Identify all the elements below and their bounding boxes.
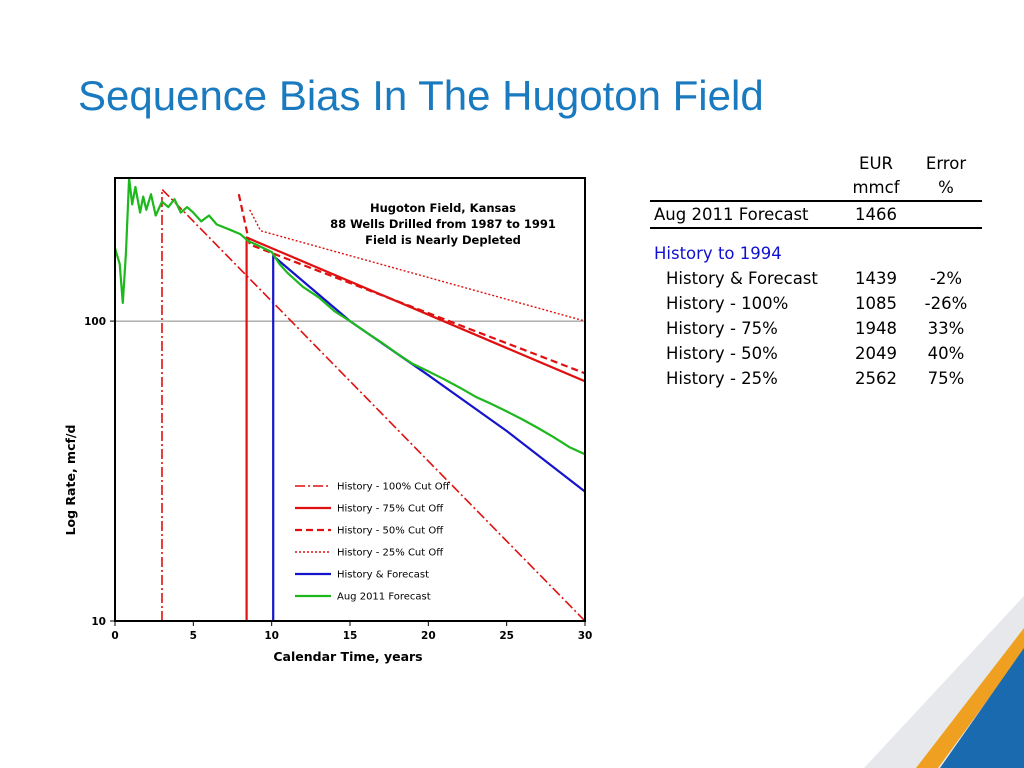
x-tick-label: 30: [578, 630, 593, 642]
table-row: History - 75% 1948 33%: [650, 316, 982, 341]
row-error: 75%: [927, 369, 965, 388]
row-label: History - 50%: [666, 344, 778, 363]
legend-label: History - 100% Cut Off: [337, 482, 451, 493]
x-tick-label: 20: [421, 630, 436, 642]
table-row: History - 50% 2049 40%: [650, 341, 982, 366]
legend-label: History & Forecast: [337, 570, 429, 581]
section-history-to-1994: History to 1994: [650, 241, 982, 266]
chart-title-line-1: Hugoton Field, Kansas: [370, 201, 516, 215]
chart-title-line-3: Field is Nearly Depleted: [365, 233, 521, 247]
chart-title-line-2: 88 Wells Drilled from 1987 to 1991: [330, 217, 556, 231]
x-tick-label: 15: [343, 630, 358, 642]
table-row-aug-2011: Aug 2011 Forecast 1466: [650, 202, 982, 227]
series-line: [161, 188, 586, 622]
x-tick-label: 0: [111, 630, 118, 642]
corner-decoration: [864, 596, 1024, 768]
table-header-row-1: EUR Error: [650, 152, 982, 176]
eur-table: EUR Error mmcf % Aug 2011 Forecast 1466 …: [650, 152, 982, 391]
row-eur: 1948: [855, 319, 897, 338]
eur-header: EUR: [859, 154, 893, 173]
x-tick-label: 5: [190, 630, 197, 642]
legend-label: History - 50% Cut Off: [337, 526, 444, 537]
slide-title: Sequence Bias In The Hugoton Field: [78, 72, 764, 119]
header-rule: [650, 200, 982, 202]
row-label: History - 75%: [666, 319, 778, 338]
row-error: 33%: [927, 319, 965, 338]
row-label: History - 25%: [666, 369, 778, 388]
row-eur: 2562: [855, 369, 897, 388]
row-eur: 1439: [855, 269, 897, 288]
series-line: [113, 176, 586, 456]
row-eur: 1085: [855, 294, 897, 313]
row-error: -2%: [929, 269, 963, 288]
y-tick-label: 10: [91, 616, 106, 628]
row-error: 40%: [927, 344, 965, 363]
section-rule: [650, 227, 982, 229]
series-line: [245, 236, 586, 621]
table-row: History & Forecast 1439 -2%: [650, 266, 982, 291]
row-eur: 2049: [855, 344, 897, 363]
legend-label: History - 75% Cut Off: [337, 504, 444, 515]
y-axis-label: Log Rate, mcf/d: [63, 425, 78, 536]
x-tick-label: 25: [499, 630, 514, 642]
section-label: History to 1994: [654, 244, 782, 263]
plot-area: [115, 178, 585, 621]
y-tick-label: 100: [84, 316, 106, 328]
table-row: History - 100% 1085 -26%: [650, 291, 982, 316]
row-label: History & Forecast: [666, 269, 818, 288]
row-label: Aug 2011 Forecast: [654, 205, 809, 224]
chart-legend: History - 100% Cut Off History - 75% Cut …: [295, 482, 451, 603]
error-unit: %: [938, 178, 954, 197]
legend-label: History - 25% Cut Off: [337, 548, 444, 559]
row-eur: 1466: [855, 205, 897, 224]
x-tick-label: 10: [264, 630, 279, 642]
row-error: -26%: [924, 294, 968, 313]
table-header-row-2: mmcf %: [650, 176, 982, 200]
eur-unit: mmcf: [852, 178, 900, 197]
row-label: History - 100%: [666, 294, 789, 313]
legend-label: Aug 2011 Forecast: [337, 592, 431, 603]
x-axis-label: Calendar Time, years: [273, 649, 422, 664]
error-header: Error: [925, 154, 967, 173]
table-row: History - 25% 2562 75%: [650, 366, 982, 391]
series-line: [237, 193, 586, 375]
series-line: [249, 209, 586, 322]
